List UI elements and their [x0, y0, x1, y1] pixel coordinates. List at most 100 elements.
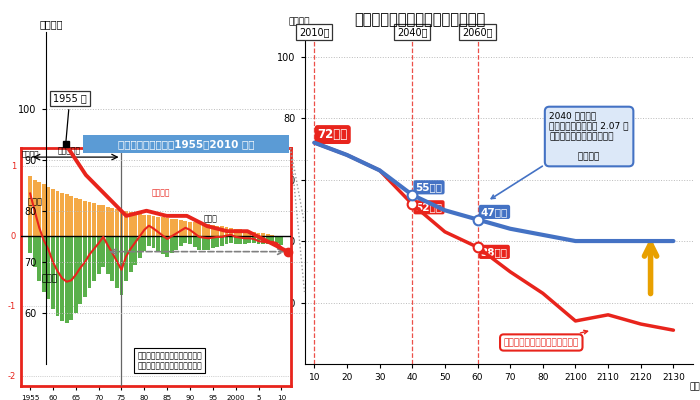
Bar: [46, 186, 50, 236]
Bar: [211, 225, 215, 236]
Bar: [156, 236, 160, 251]
Bar: [88, 236, 92, 288]
Bar: [60, 193, 64, 236]
Bar: [252, 232, 256, 236]
Bar: [179, 236, 183, 246]
Text: 52万人: 52万人: [416, 202, 442, 212]
Bar: [92, 236, 96, 281]
Bar: [270, 235, 274, 236]
Bar: [55, 191, 60, 236]
Bar: [229, 228, 233, 236]
Bar: [33, 236, 36, 267]
Bar: [202, 236, 206, 250]
Bar: [174, 236, 179, 250]
Text: 高度成長期: 高度成長期: [57, 146, 80, 155]
Bar: [69, 196, 73, 236]
Bar: [69, 236, 73, 320]
Bar: [111, 208, 114, 236]
Text: 現状のまま人口が推移した場合: 現状のまま人口が推移した場合: [503, 330, 587, 347]
Bar: [220, 226, 224, 236]
Bar: [115, 236, 119, 288]
Text: 2040 年までに
・合計特殊出生率を 2.07 に
・転入・転出の差をゼロに

          した場合: 2040 年までに ・合計特殊出生率を 2.07 に ・転入・転出の差をゼロに …: [491, 111, 629, 198]
Bar: [238, 229, 242, 236]
Bar: [197, 223, 201, 236]
Bar: [257, 236, 260, 244]
Bar: [270, 236, 274, 242]
Bar: [133, 213, 137, 236]
Text: （万人）: （万人）: [288, 17, 309, 26]
Bar: [120, 236, 123, 295]
Bar: [266, 234, 270, 236]
Bar: [161, 236, 164, 254]
Bar: [279, 236, 284, 245]
Bar: [156, 217, 160, 236]
Bar: [238, 236, 242, 244]
Text: 2010年: 2010年: [299, 27, 330, 37]
Text: 自然増減＝出生児数－死亡者数
社会増減＝転入者数－転出者数: 自然増減＝出生児数－死亡者数 社会増減＝転入者数－転出者数: [137, 351, 202, 370]
Bar: [42, 184, 46, 236]
Bar: [179, 220, 183, 236]
Bar: [102, 206, 105, 236]
Bar: [142, 236, 146, 251]
Bar: [55, 236, 60, 316]
Bar: [279, 236, 284, 238]
Text: 島根県の人口増減（1955～2010 年）: 島根県の人口増減（1955～2010 年）: [118, 139, 254, 149]
Bar: [28, 176, 32, 236]
Bar: [111, 236, 114, 281]
Text: （万人）: （万人）: [22, 150, 39, 157]
Bar: [225, 227, 228, 236]
Bar: [220, 236, 224, 246]
Bar: [42, 236, 46, 292]
Bar: [106, 236, 110, 274]
Bar: [216, 236, 219, 247]
Bar: [133, 236, 137, 265]
Bar: [83, 200, 87, 236]
Bar: [102, 236, 105, 267]
Text: 社会減: 社会減: [41, 274, 57, 283]
Bar: [216, 226, 219, 236]
Bar: [261, 234, 265, 236]
Bar: [234, 228, 237, 236]
Bar: [78, 236, 83, 304]
Bar: [170, 236, 174, 253]
Text: 47万人: 47万人: [481, 207, 508, 217]
Bar: [115, 209, 119, 236]
Bar: [197, 236, 201, 250]
Bar: [151, 216, 155, 236]
Bar: [78, 199, 83, 236]
Bar: [97, 205, 101, 236]
Bar: [206, 224, 210, 236]
Bar: [92, 203, 96, 236]
Bar: [188, 222, 192, 236]
Bar: [51, 189, 55, 236]
Bar: [183, 221, 188, 236]
Bar: [46, 236, 50, 298]
Bar: [142, 214, 146, 236]
Bar: [170, 219, 174, 236]
Bar: [183, 236, 188, 242]
Bar: [243, 236, 247, 244]
Bar: [124, 211, 128, 236]
Bar: [129, 236, 132, 272]
Bar: [60, 236, 64, 321]
Bar: [202, 224, 206, 236]
Bar: [252, 236, 256, 242]
Text: 72万人: 72万人: [318, 128, 348, 141]
Bar: [83, 236, 87, 297]
Bar: [188, 236, 192, 244]
Bar: [64, 194, 69, 236]
Bar: [247, 236, 251, 242]
Bar: [193, 222, 197, 236]
Bar: [51, 236, 55, 309]
Bar: [206, 236, 210, 250]
Bar: [247, 231, 251, 236]
Bar: [243, 230, 247, 236]
Bar: [124, 236, 128, 281]
Text: 人口増減: 人口増減: [151, 188, 169, 197]
Bar: [138, 214, 141, 236]
Bar: [28, 236, 32, 253]
Bar: [120, 210, 123, 236]
Bar: [257, 233, 260, 236]
Text: 自然減: 自然減: [204, 214, 218, 224]
Bar: [275, 236, 279, 242]
